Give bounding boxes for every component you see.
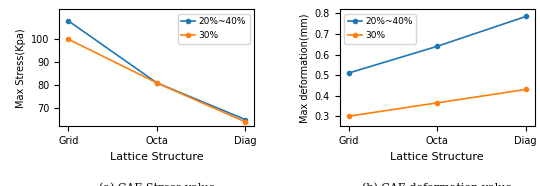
Text: (a) CAE Stress value: (a) CAE Stress value bbox=[99, 183, 215, 186]
Legend: 20%~40%, 30%: 20%~40%, 30% bbox=[345, 14, 416, 44]
Line: 20%~40%: 20%~40% bbox=[66, 19, 247, 122]
20%~40% bbox=[153, 82, 160, 84]
30% bbox=[65, 38, 71, 40]
20%~40% bbox=[242, 118, 248, 121]
30% bbox=[523, 88, 529, 91]
X-axis label: Lattice Structure: Lattice Structure bbox=[110, 152, 204, 162]
Line: 30%: 30% bbox=[347, 87, 528, 118]
30% bbox=[346, 115, 352, 117]
Legend: 20%~40%, 30%: 20%~40%, 30% bbox=[178, 14, 249, 44]
30% bbox=[242, 121, 248, 123]
Text: (b) CAE deformation value: (b) CAE deformation value bbox=[362, 183, 512, 186]
20%~40% bbox=[346, 72, 352, 74]
Y-axis label: Max Stress(Kpa): Max Stress(Kpa) bbox=[16, 28, 26, 108]
Line: 20%~40%: 20%~40% bbox=[347, 14, 528, 75]
20%~40% bbox=[434, 45, 441, 47]
30% bbox=[153, 82, 160, 84]
Line: 30%: 30% bbox=[66, 37, 247, 124]
Y-axis label: Max deformation(mm): Max deformation(mm) bbox=[299, 13, 309, 123]
X-axis label: Lattice Structure: Lattice Structure bbox=[390, 152, 484, 162]
30% bbox=[434, 102, 441, 104]
20%~40% bbox=[523, 15, 529, 18]
20%~40% bbox=[65, 20, 71, 22]
